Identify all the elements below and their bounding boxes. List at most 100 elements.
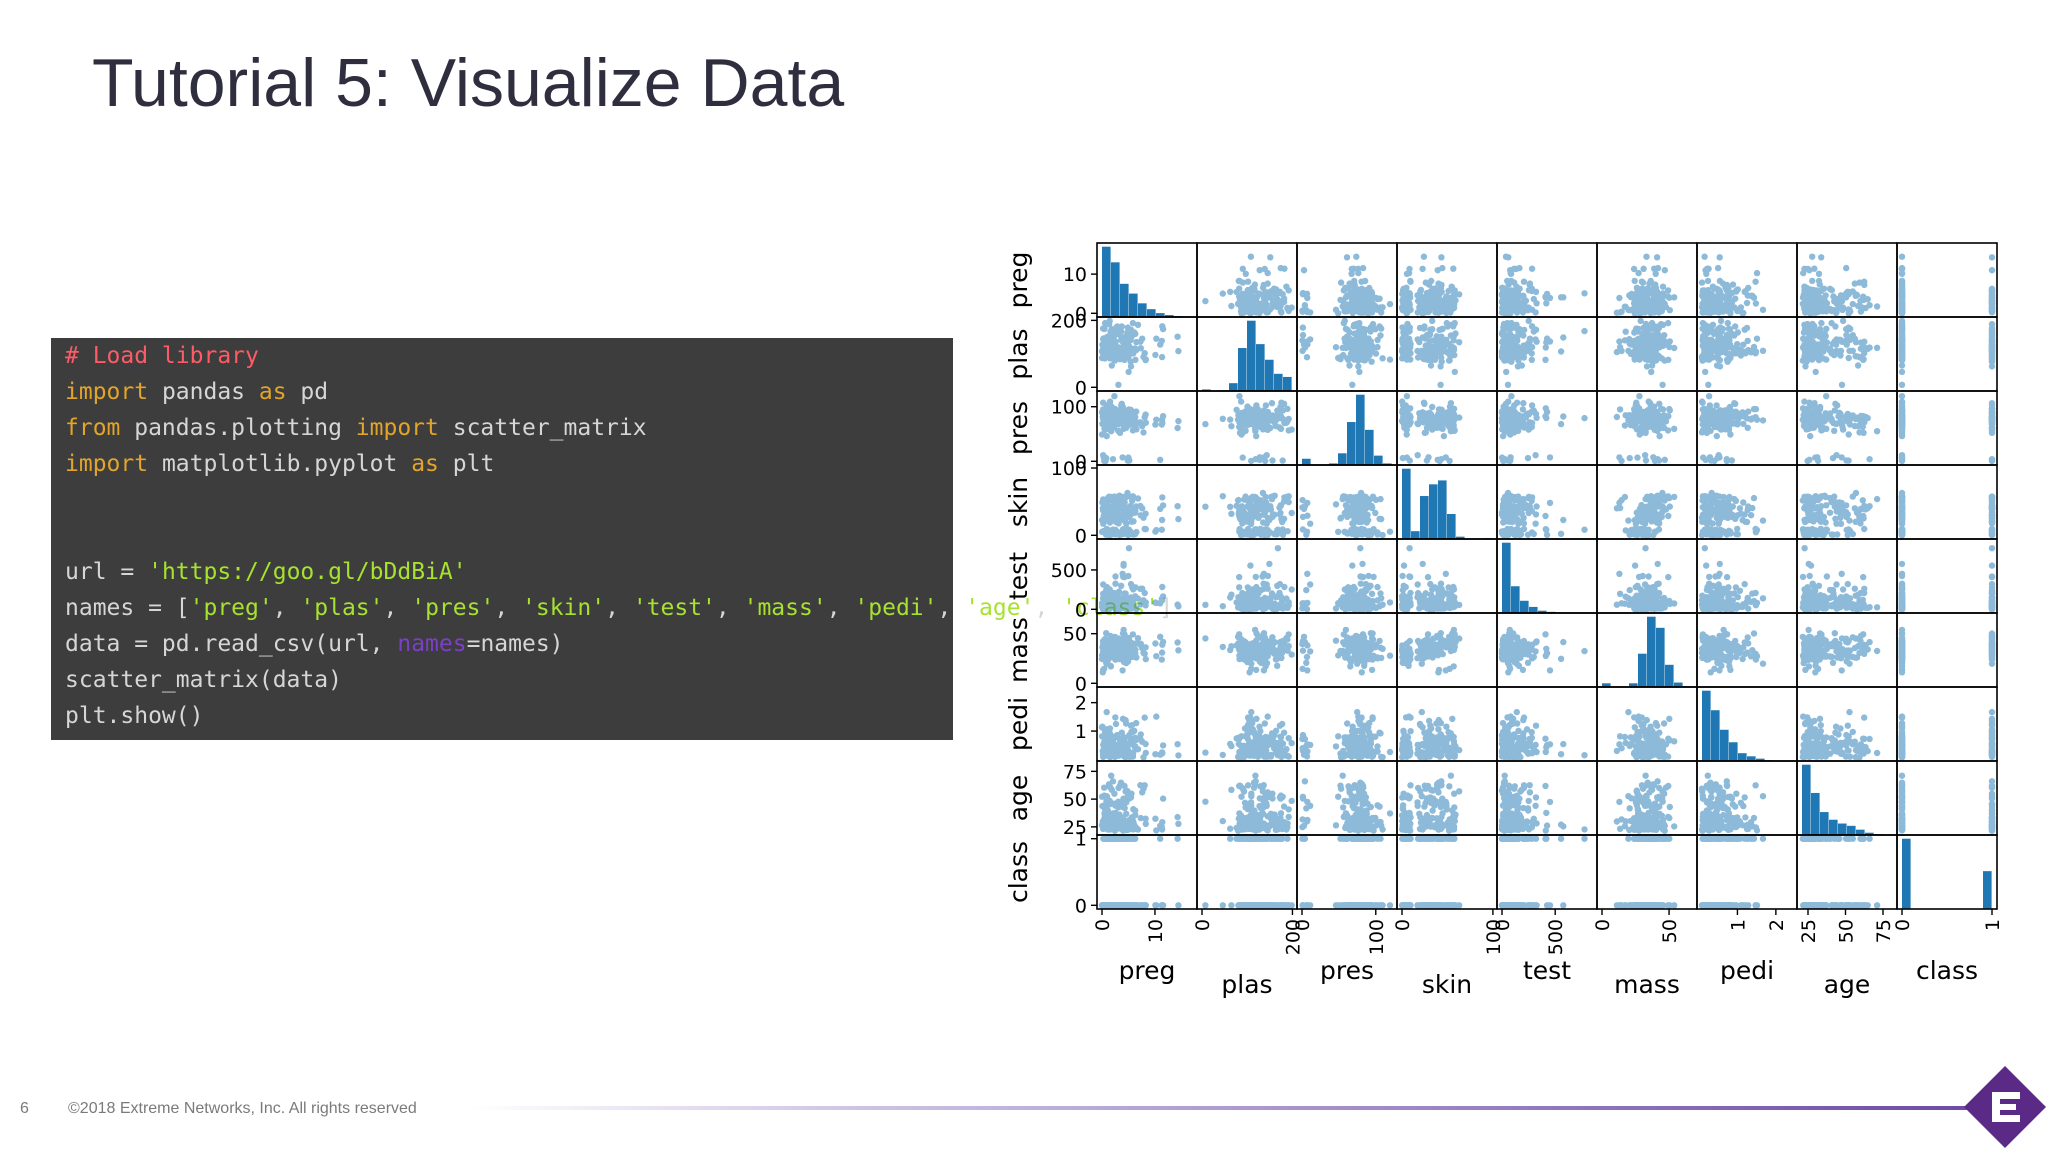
scatter-point (1860, 293, 1867, 300)
scatter-point (1704, 277, 1712, 285)
scatter-point (1533, 414, 1540, 421)
histogram-bar (1438, 480, 1447, 539)
scatter-point (1664, 427, 1672, 434)
scatter-point (1376, 515, 1383, 522)
scatter-point (1346, 280, 1353, 287)
scatter-point (1528, 350, 1535, 357)
scatter-point (1158, 353, 1166, 361)
scatter-point (1439, 325, 1446, 333)
scatter-point (1365, 516, 1372, 524)
scatter-point (1158, 421, 1165, 428)
scatter-point (1752, 278, 1759, 285)
scatter-point (1557, 420, 1565, 428)
scatter-point (1661, 267, 1668, 274)
scatter-point (1726, 337, 1733, 344)
scatter-point (1129, 350, 1136, 357)
scatter-point (1705, 393, 1713, 400)
scatter-point (1239, 279, 1247, 286)
scatter-point (1542, 356, 1549, 363)
scatter-point (1634, 454, 1641, 461)
scatter-point (1456, 414, 1463, 421)
scatter-point (1725, 350, 1733, 357)
scatter-cell-skin-test (1498, 489, 1588, 539)
scatter-point (1250, 493, 1258, 501)
scatter-point (1419, 409, 1426, 416)
scatter-point (1640, 353, 1647, 361)
scatter-point (1304, 308, 1311, 316)
scatter-point (1140, 429, 1147, 436)
scatter-point (1443, 420, 1450, 427)
code-string: 'skin' (522, 595, 606, 621)
scatter-point (1100, 335, 1107, 342)
scatter-point (1417, 286, 1425, 294)
scatter-point (1726, 403, 1734, 411)
scatter-point (1112, 324, 1120, 332)
scatter-point (1446, 457, 1453, 465)
scatter-point (1264, 514, 1272, 522)
scatter-point (1429, 317, 1436, 325)
scatter-point (1386, 356, 1394, 363)
scatter-point (1152, 351, 1159, 359)
scatter-point (1354, 329, 1361, 336)
code-string: 'pedi' (854, 595, 938, 621)
scatter-point (1723, 413, 1731, 420)
scatter-point (1851, 335, 1858, 342)
scatter-point (1631, 309, 1638, 316)
scatter-point (1728, 298, 1736, 306)
scatter-point (1732, 400, 1739, 407)
scatter-point (1376, 295, 1383, 302)
scatter-point (1628, 290, 1635, 298)
scatter-point (1851, 280, 1858, 287)
scatter-point (1242, 270, 1249, 277)
code-text: =names) (466, 631, 564, 657)
scatter-cell-skin-mass (1613, 489, 1678, 539)
scatter-point (1809, 253, 1816, 260)
scatter-point (1809, 342, 1816, 349)
scatter-point (1425, 281, 1433, 288)
scatter-point (1100, 342, 1107, 349)
scatter-point (1898, 414, 1906, 421)
scatter-point (1354, 531, 1361, 538)
scatter-point (1714, 412, 1722, 420)
scatter-point (1272, 286, 1280, 293)
scatter-point (1581, 414, 1588, 422)
code-text: plt.show() (65, 703, 204, 729)
scatter-point (1739, 409, 1746, 416)
scatter-point (1340, 319, 1347, 327)
scatter-point (1666, 307, 1673, 314)
scatter-point (1525, 304, 1532, 311)
scatter-point (1359, 264, 1367, 272)
scatter-point (1400, 286, 1407, 293)
scatter-point (1710, 328, 1717, 335)
scatter-point (1256, 267, 1263, 274)
scatter-point (1099, 496, 1107, 503)
scatter-point (1807, 432, 1814, 440)
histogram-bar (1147, 309, 1156, 317)
scatter-point (1421, 400, 1428, 407)
scatter-point (1801, 341, 1808, 349)
code-text: pd (286, 379, 329, 405)
scatter-point (1988, 363, 1996, 370)
scatter-point (1202, 297, 1209, 305)
scatter-point (1247, 417, 1254, 424)
scatter-point (1512, 421, 1520, 428)
scatter-point (1456, 339, 1463, 346)
scatter-point (1365, 497, 1373, 504)
scatter-cell-plas-class (1898, 317, 1996, 388)
scatter-point (1526, 280, 1534, 287)
scatter-point (1525, 317, 1532, 325)
scatter-point (1262, 457, 1269, 465)
scatter-point (1621, 303, 1629, 310)
scatter-point (1631, 408, 1638, 415)
scatter-point (1853, 353, 1861, 360)
scatter-point (1340, 493, 1347, 500)
scatter-point (1121, 356, 1128, 363)
scatter-point (1269, 493, 1276, 500)
scatter-point (1285, 287, 1292, 294)
scatter-point (1716, 305, 1723, 312)
histogram-bar (1365, 429, 1374, 465)
code-line-2: import pandas as pd (65, 374, 953, 410)
scatter-point (1618, 457, 1625, 465)
scatter-point (1839, 317, 1847, 325)
scatter-point (1348, 265, 1355, 273)
